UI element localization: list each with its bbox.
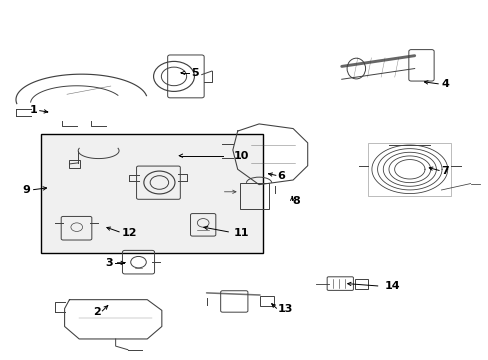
Bar — [41, 134, 263, 253]
Text: 14: 14 — [384, 282, 399, 292]
Text: 5: 5 — [191, 68, 198, 78]
Bar — [260, 296, 273, 306]
Bar — [368, 143, 450, 196]
Text: 4: 4 — [441, 79, 448, 89]
Text: 1: 1 — [30, 105, 38, 115]
Text: 10: 10 — [233, 151, 249, 161]
Text: 3: 3 — [105, 258, 113, 268]
Text: 13: 13 — [277, 304, 292, 314]
Text: 8: 8 — [291, 196, 299, 206]
Text: 11: 11 — [233, 228, 249, 238]
Bar — [239, 183, 268, 208]
Text: 6: 6 — [277, 171, 285, 181]
Bar — [354, 279, 367, 289]
Bar — [69, 160, 80, 168]
Text: 12: 12 — [122, 228, 137, 238]
Text: 7: 7 — [441, 166, 448, 176]
Text: 9: 9 — [22, 185, 30, 195]
Text: 2: 2 — [93, 307, 101, 317]
